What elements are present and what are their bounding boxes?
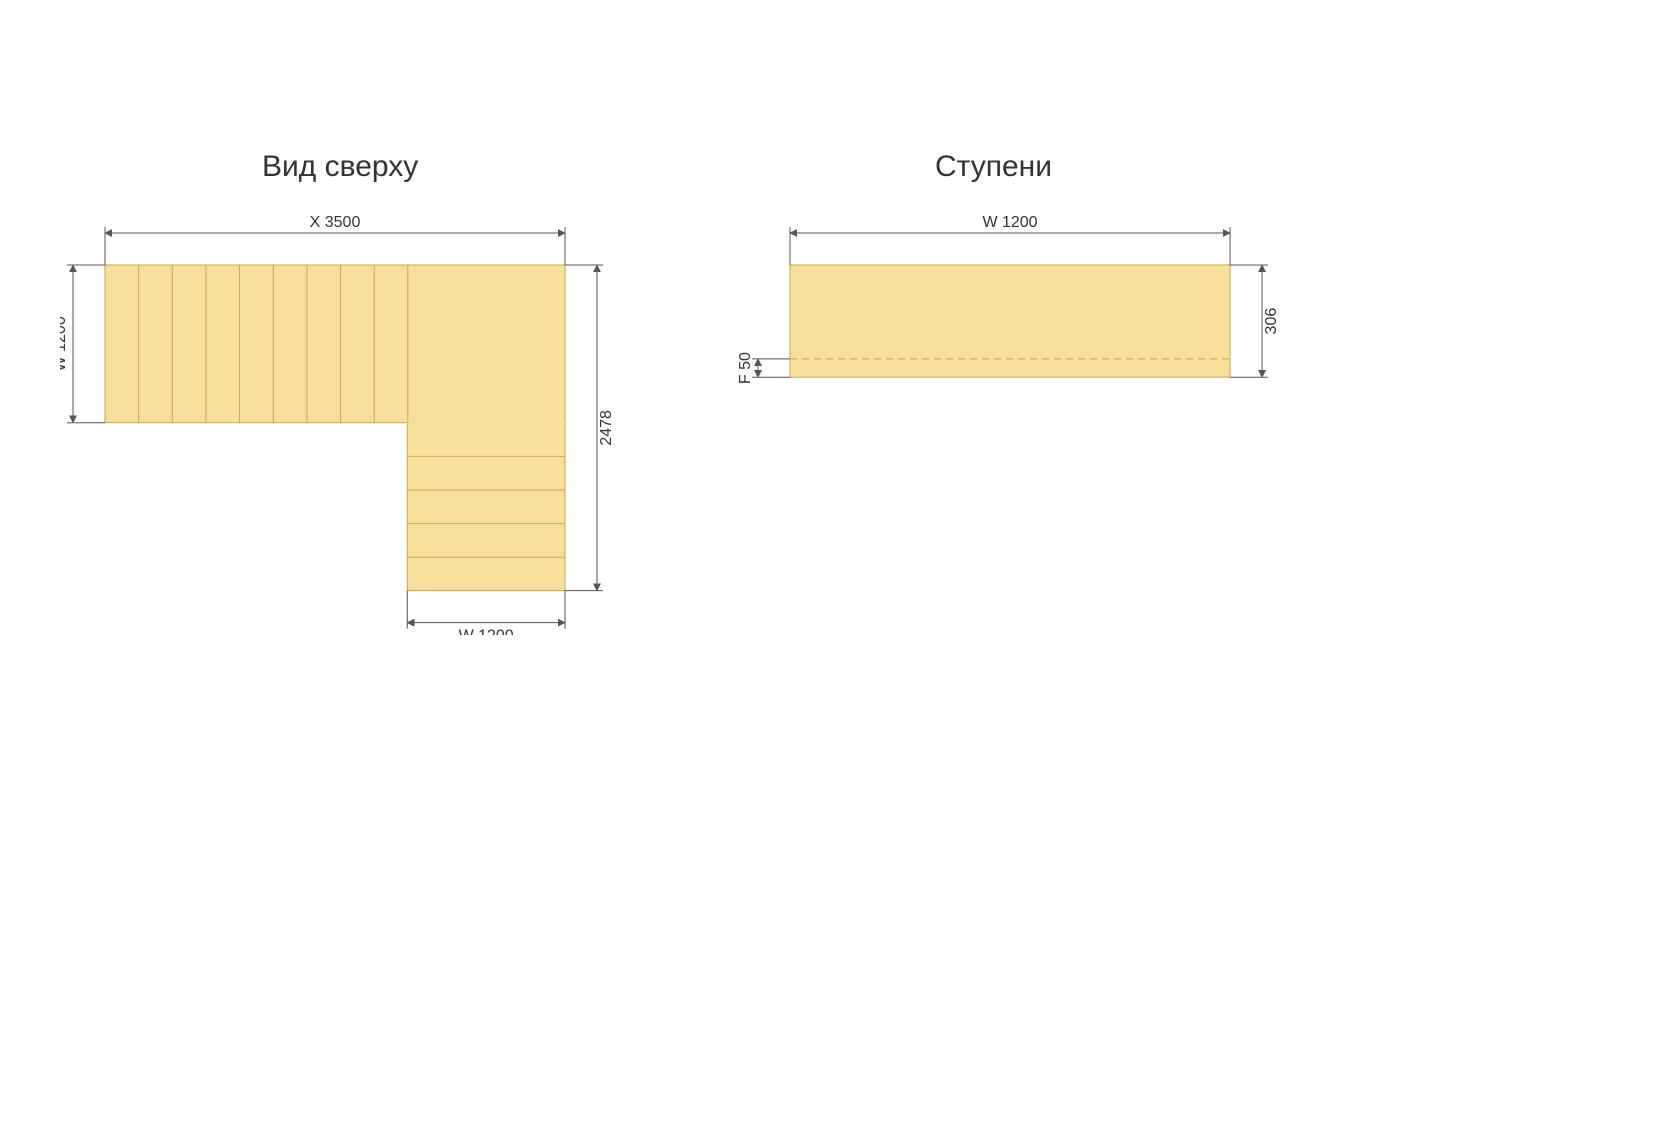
svg-text:2478: 2478 bbox=[598, 410, 615, 446]
lower-flight-rect bbox=[407, 423, 565, 591]
svg-text:306: 306 bbox=[1263, 308, 1280, 335]
page: Вид сверху Ступени X 3500 W 1200 2478 W 120… bbox=[0, 0, 1662, 1128]
svg-text:X 3500: X 3500 bbox=[310, 214, 361, 231]
svg-text:W 1200: W 1200 bbox=[982, 214, 1037, 231]
svg-text:W 1200: W 1200 bbox=[459, 628, 514, 635]
step-tread-rect bbox=[790, 265, 1230, 377]
step-view-title: Ступени bbox=[935, 150, 1052, 184]
step-view-diagram: W 1200 306 F 50 bbox=[730, 195, 1290, 415]
svg-text:F 50: F 50 bbox=[737, 352, 754, 384]
svg-text:W 1200: W 1200 bbox=[60, 316, 69, 371]
top-flight-rect bbox=[105, 265, 565, 423]
top-view-title: Вид сверху bbox=[262, 150, 418, 184]
top-view-diagram: X 3500 W 1200 2478 W 1200 bbox=[60, 195, 620, 635]
